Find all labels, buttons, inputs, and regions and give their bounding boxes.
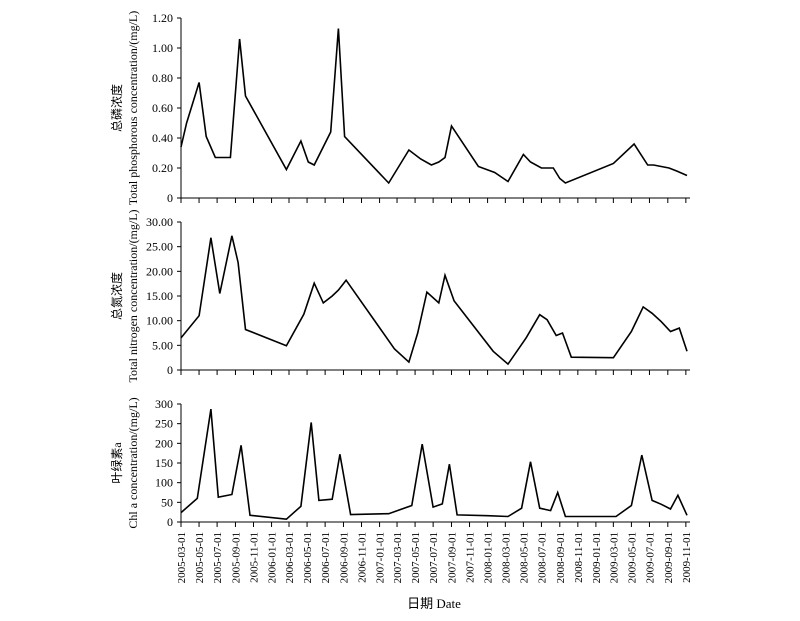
y-tick-label: 30.00 (146, 215, 173, 229)
x-tick-label: 2008-07-01 (536, 532, 548, 583)
y-tick-label: 0.20 (152, 161, 173, 175)
y-tick-label: 150 (155, 456, 173, 470)
x-axis-title: 日期 Date (407, 596, 461, 611)
x-tick-label: 2007-11-01 (465, 532, 477, 583)
series-line (180, 28, 688, 185)
series-line (180, 235, 688, 366)
y-tick-label: 0.60 (152, 101, 173, 115)
x-tick-label: 2005-05-01 (194, 532, 206, 583)
x-tick-label: 2005-09-01 (230, 532, 242, 583)
y-tick-label: 1.00 (152, 41, 173, 55)
y-tick-label: 50 (161, 495, 173, 509)
y-axis-title: Total phosphorous concentration/(mg/L) (126, 11, 140, 205)
x-tick-label: 2008-03-01 (500, 532, 512, 583)
x-tick-label: 2007-07-01 (428, 532, 440, 583)
x-tick-label: 2008-01-01 (483, 532, 495, 583)
x-tick-label: 2006-05-01 (302, 532, 314, 583)
x-tick-label: 2009-05-01 (626, 532, 638, 583)
x-tick-label: 2006-03-01 (284, 532, 296, 583)
y-tick-label: 20.00 (146, 264, 173, 278)
y-axis-title-cn: 总氮浓度 (109, 272, 124, 320)
x-tick-label: 2009-09-01 (663, 532, 675, 583)
x-tick-label: 2008-05-01 (518, 532, 530, 583)
x-tick-label: 2008-09-01 (555, 532, 567, 583)
x-tick-label: 2009-07-01 (644, 532, 656, 583)
x-tick-label: 2008-11-01 (573, 532, 585, 583)
y-tick-label: 0.80 (152, 71, 173, 85)
y-tick-label: 0 (167, 515, 173, 529)
x-tick-label: 2006-11-01 (357, 532, 369, 583)
y-tick-label: 0 (167, 191, 173, 205)
x-tick-label: 2006-01-01 (267, 532, 279, 583)
x-tick-label: 2005-11-01 (249, 532, 261, 583)
y-axis-title-cn: 总磷浓度 (109, 84, 124, 132)
y-tick-label: 1.20 (152, 11, 173, 25)
y-tick-label: 25.00 (146, 240, 173, 254)
x-tick-label: 2007-05-01 (410, 532, 422, 583)
y-tick-label: 15.00 (146, 289, 173, 303)
x-tick-label: 2005-07-01 (212, 532, 224, 583)
x-tick-label: 2007-01-01 (375, 532, 387, 583)
x-tick-label: 2006-09-01 (338, 532, 350, 583)
x-tick-label: 2007-03-01 (392, 532, 404, 583)
y-tick-label: 200 (155, 436, 173, 450)
x-tick-label: 2009-03-01 (608, 532, 620, 583)
y-tick-label: 250 (155, 417, 173, 431)
y-tick-label: 0.40 (152, 131, 173, 145)
x-tick-label: 2007-09-01 (446, 532, 458, 583)
y-tick-label: 5.00 (152, 338, 173, 352)
y-tick-label: 300 (155, 397, 173, 411)
y-tick-label: 100 (155, 476, 173, 490)
y-axis-title-cn: 叶绿素a (109, 442, 124, 484)
y-tick-label: 10.00 (146, 314, 173, 328)
x-tick-label: 2005-03-01 (176, 532, 188, 583)
y-tick-label: 0 (167, 363, 173, 377)
y-axis-title: Chl a concentration/(mg/L) (126, 397, 140, 528)
series-line (180, 408, 688, 521)
x-tick-label: 2009-11-01 (681, 532, 693, 583)
x-tick-label: 2009-01-01 (591, 532, 603, 583)
y-axis-title: Total nitrogen concentration/(mg/L) (126, 209, 140, 382)
x-tick-label: 2006-07-01 (320, 532, 332, 583)
